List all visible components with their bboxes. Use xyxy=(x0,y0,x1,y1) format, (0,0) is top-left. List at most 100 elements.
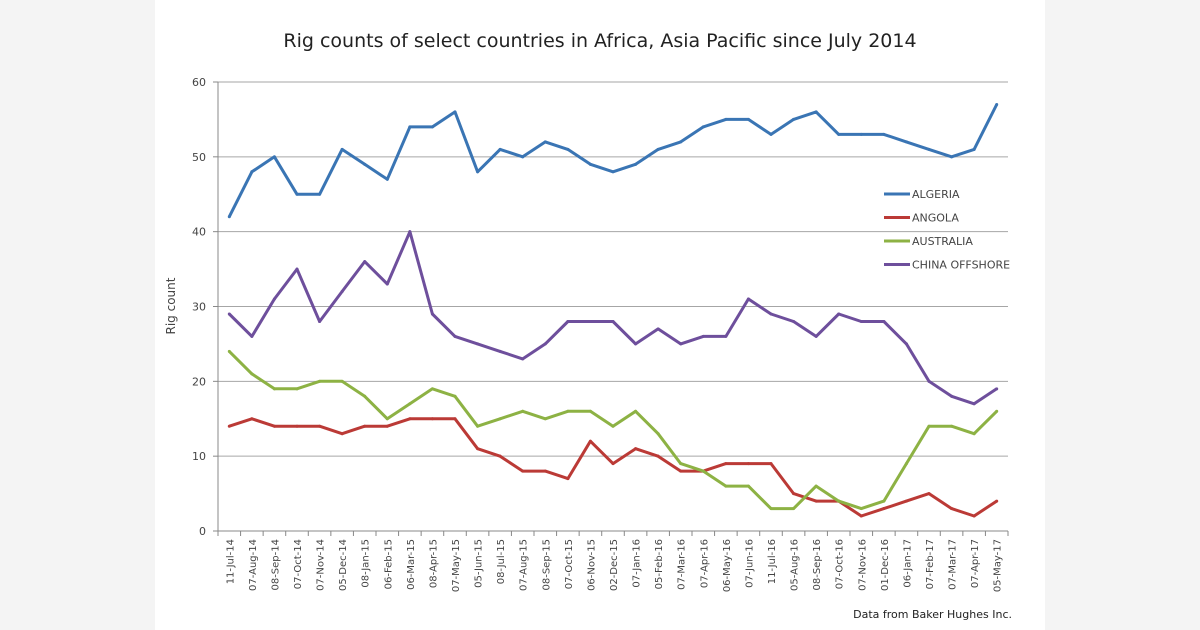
data-point xyxy=(385,282,389,286)
y-tick-label: 60 xyxy=(192,76,206,89)
data-point xyxy=(521,469,525,473)
legend-label: ANGOLA xyxy=(912,212,959,225)
data-point xyxy=(611,424,615,428)
x-tick-label: 07-Mar-16 xyxy=(677,539,688,590)
x-tick-label: 07-Apr-16 xyxy=(699,539,710,588)
data-point xyxy=(814,110,818,114)
data-point xyxy=(566,409,570,413)
data-point xyxy=(385,424,389,428)
data-point xyxy=(950,155,954,159)
data-point xyxy=(453,417,457,421)
data-point xyxy=(724,484,728,488)
data-point xyxy=(250,417,254,421)
data-point xyxy=(227,349,231,353)
data-point xyxy=(837,312,841,316)
x-tick-label: 06-May-16 xyxy=(722,539,733,592)
data-point xyxy=(363,260,367,264)
data-point xyxy=(521,155,525,159)
x-tick-label: 06-Nov-15 xyxy=(586,539,597,591)
data-point xyxy=(701,469,705,473)
data-point xyxy=(746,117,750,121)
data-point xyxy=(340,290,344,294)
data-point xyxy=(701,334,705,338)
data-point xyxy=(430,417,434,421)
data-point xyxy=(363,424,367,428)
data-point xyxy=(746,462,750,466)
data-point xyxy=(792,117,796,121)
data-point xyxy=(656,454,660,458)
chart-title: Rig counts of select countries in Africa… xyxy=(283,30,917,52)
x-tick-label: 08-Sep-14 xyxy=(270,539,281,591)
data-point xyxy=(746,484,750,488)
data-point xyxy=(927,424,931,428)
data-point xyxy=(385,177,389,181)
data-point xyxy=(227,424,231,428)
data-point xyxy=(724,334,728,338)
data-point xyxy=(972,147,976,151)
data-point xyxy=(543,140,547,144)
data-point xyxy=(408,417,412,421)
data-point xyxy=(701,125,705,129)
data-point xyxy=(611,462,615,466)
data-point xyxy=(250,372,254,376)
x-tick-label: 07-Nov-14 xyxy=(316,539,327,591)
data-point xyxy=(769,312,773,316)
data-point xyxy=(859,507,863,511)
x-tick-label: 07-Aug-14 xyxy=(248,539,259,591)
data-point xyxy=(679,469,683,473)
y-tick-label: 50 xyxy=(192,151,206,164)
y-tick-label: 10 xyxy=(192,450,206,463)
data-point xyxy=(272,297,276,301)
legend-label: AUSTRALIA xyxy=(912,235,973,248)
data-point xyxy=(904,462,908,466)
data-point xyxy=(272,155,276,159)
x-tick-label: 08-Jan-15 xyxy=(361,539,372,588)
data-point xyxy=(363,162,367,166)
data-point xyxy=(656,432,660,436)
data-point xyxy=(408,230,412,234)
data-point xyxy=(814,499,818,503)
data-point xyxy=(859,319,863,323)
x-tick-label: 05-Dec-14 xyxy=(338,539,349,591)
data-point xyxy=(295,424,299,428)
data-point xyxy=(927,147,931,151)
data-point xyxy=(972,432,976,436)
data-point xyxy=(995,499,999,503)
data-point xyxy=(588,439,592,443)
data-point xyxy=(566,147,570,151)
data-point xyxy=(814,334,818,338)
data-point xyxy=(566,477,570,481)
data-point xyxy=(408,125,412,129)
data-point xyxy=(498,349,502,353)
data-point xyxy=(634,409,638,413)
legend-label: CHINA OFFSHORE xyxy=(912,259,1010,272)
data-point xyxy=(340,379,344,383)
series-line-algeria xyxy=(227,103,999,218)
x-tick-label: 07-Nov-16 xyxy=(857,539,868,591)
x-tick-label: 06-Jan-17 xyxy=(902,539,913,588)
data-point xyxy=(453,110,457,114)
data-point xyxy=(250,334,254,338)
x-tick-label: 08-Apr-15 xyxy=(428,539,439,588)
data-point xyxy=(837,499,841,503)
data-point xyxy=(363,394,367,398)
data-point xyxy=(882,499,886,503)
x-tick-label: 05-Jun-15 xyxy=(474,539,485,588)
data-point xyxy=(679,462,683,466)
data-point xyxy=(543,469,547,473)
data-point xyxy=(995,409,999,413)
data-point xyxy=(385,417,389,421)
data-point xyxy=(634,162,638,166)
data-point xyxy=(679,140,683,144)
data-point xyxy=(250,170,254,174)
series-line-china-offshore xyxy=(228,230,998,406)
data-point xyxy=(904,342,908,346)
data-point xyxy=(927,379,931,383)
data-point xyxy=(972,514,976,518)
data-point xyxy=(295,387,299,391)
x-tick-label: 06-Mar-15 xyxy=(406,539,417,590)
data-point xyxy=(746,297,750,301)
data-point xyxy=(611,170,615,174)
data-point xyxy=(476,342,480,346)
